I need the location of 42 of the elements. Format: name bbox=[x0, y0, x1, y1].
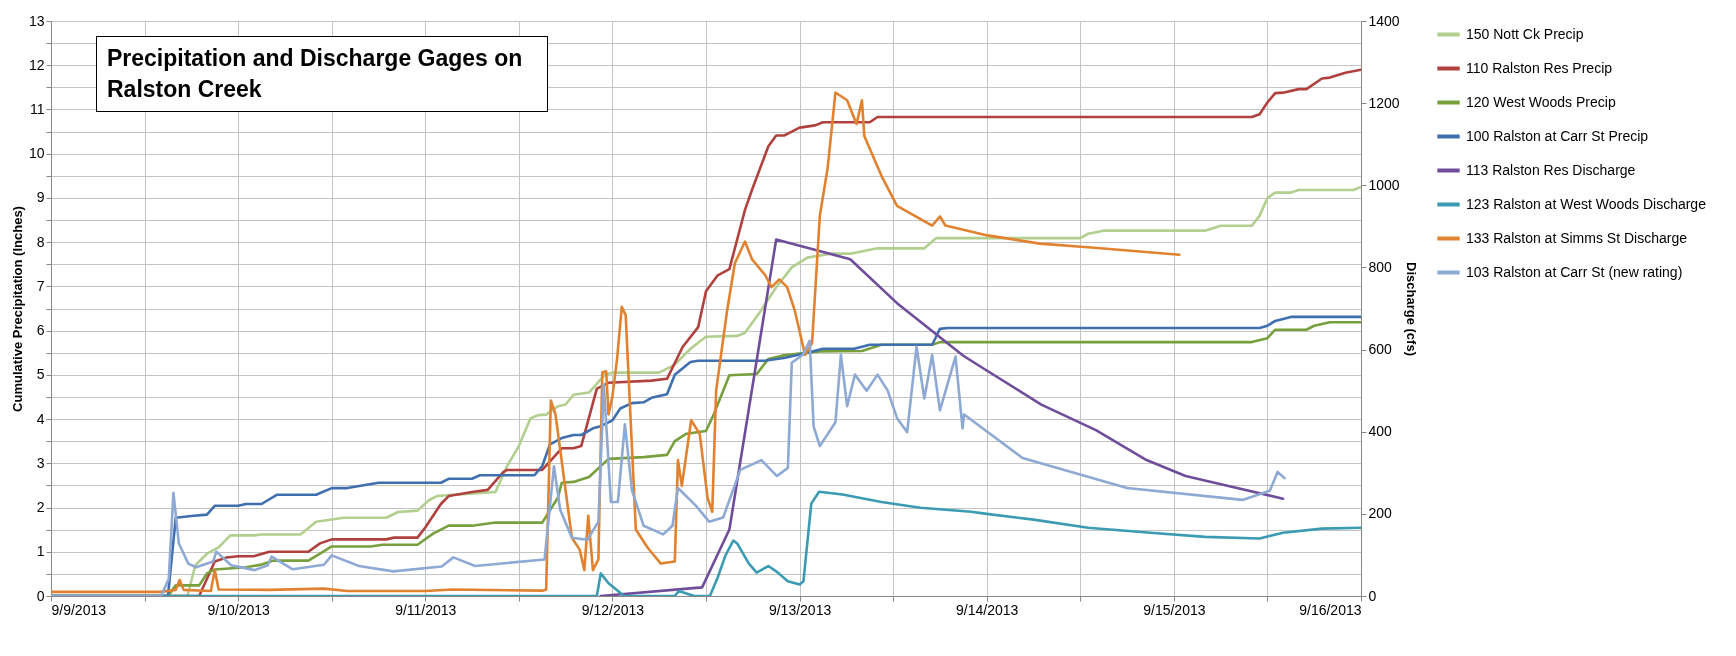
y-tick-label: 10 bbox=[28, 145, 45, 162]
line-series bbox=[599, 238, 1285, 596]
y-tick-label: 2 bbox=[36, 499, 45, 516]
y-tick-label: 8 bbox=[36, 233, 45, 250]
legend-label: 123 Ralston at West Woods Discharge bbox=[1466, 195, 1707, 212]
y2-tick-label: 400 bbox=[1368, 423, 1393, 440]
y-tick-label: 7 bbox=[36, 277, 45, 294]
y2-tick-label: 1200 bbox=[1368, 94, 1400, 111]
text: Precipitation and Discharge Gages on Ralston Creek bbox=[96, 36, 548, 113]
x-tick-label: 9/13/2013 bbox=[768, 601, 832, 618]
y2-axis-title: Discharge (cfs) bbox=[1403, 262, 1419, 356]
x-tick-label: 9/14/2013 bbox=[956, 601, 1019, 618]
y-tick-label: 5 bbox=[36, 366, 45, 383]
y2-tick-label: 0 bbox=[1368, 587, 1377, 604]
y-axis-title: Cumulative Precipitation (Inches) bbox=[9, 206, 25, 412]
y2-tick-label: 600 bbox=[1368, 341, 1393, 358]
legend-label: 150 Nott Ck Precip bbox=[1466, 25, 1584, 42]
x-tick-label: 9/9/2013 bbox=[51, 601, 107, 618]
x-tick-label: 9/12/2013 bbox=[581, 601, 645, 618]
y-tick-label: 9 bbox=[36, 189, 45, 206]
x-tick-label: 9/15/2013 bbox=[1143, 601, 1206, 618]
legend-label: 100 Ralston at Carr St Precip bbox=[1466, 127, 1649, 144]
y2-tick-label: 1400 bbox=[1368, 12, 1400, 29]
legend-label: 133 Ralston at Simms St Discharge bbox=[1466, 229, 1688, 246]
y2-tick-label: 1000 bbox=[1368, 176, 1400, 193]
y2-tick-label: 200 bbox=[1368, 505, 1393, 522]
legend-label: 103 Ralston at Carr St (new rating) bbox=[1466, 263, 1683, 280]
legend-label: 120 West Woods Precip bbox=[1466, 93, 1616, 110]
y-tick-label: 11 bbox=[29, 100, 45, 117]
legend-label: 110 Ralston Res Precip bbox=[1466, 59, 1613, 76]
x-tick-label: 9/16/2013 bbox=[1299, 601, 1362, 618]
legend-label: 113 Ralston Res Discharge bbox=[1466, 161, 1636, 178]
y-tick-label: 3 bbox=[36, 454, 45, 471]
y-tick-label: 0 bbox=[36, 587, 45, 604]
y-tick-label: 1 bbox=[36, 543, 45, 560]
y-tick-label: 6 bbox=[36, 322, 45, 339]
y-tick-label: 4 bbox=[36, 410, 45, 427]
x-tick-label: 9/10/2013 bbox=[207, 601, 270, 618]
x-tick-label: 9/11/2013 bbox=[395, 601, 457, 618]
y2-tick-label: 800 bbox=[1368, 258, 1393, 275]
y-tick-label: 13 bbox=[28, 12, 45, 29]
y-tick-label: 12 bbox=[28, 56, 45, 73]
